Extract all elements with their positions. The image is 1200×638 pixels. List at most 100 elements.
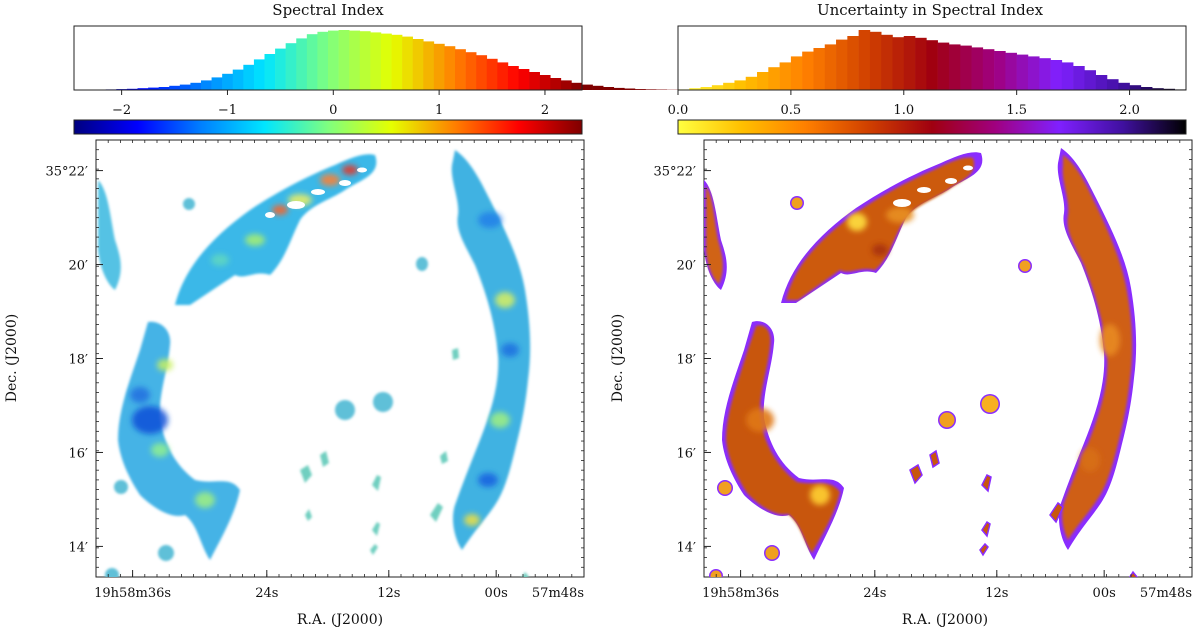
histogram-bar — [529, 72, 540, 90]
histogram-bar — [540, 75, 551, 90]
histogram-bar — [201, 80, 212, 90]
histogram-title: Spectral Index — [272, 1, 384, 19]
histogram-tick-label: 2 — [541, 103, 549, 118]
histogram-bar — [1130, 85, 1142, 90]
histogram-bar — [286, 43, 297, 90]
histogram-bar — [582, 85, 593, 90]
histogram-bar — [265, 54, 276, 90]
histogram-tick-label: 0.0 — [668, 103, 689, 118]
histogram-bar — [317, 32, 328, 90]
histogram-tick-label: 1 — [435, 103, 443, 118]
histogram-bar — [593, 86, 604, 90]
histogram-bar — [994, 51, 1006, 90]
histogram-bar — [712, 85, 724, 90]
map-region-west-arc — [118, 322, 240, 560]
ra-axis-label: R.A. (J2000) — [297, 612, 383, 628]
dec-tick-label: 14′ — [677, 540, 697, 555]
histogram-bar — [508, 66, 519, 90]
histogram-tick-label: −2 — [112, 103, 131, 118]
histogram-bar — [222, 74, 233, 90]
histogram-title: Uncertainty in Spectral Index — [817, 1, 1044, 19]
histogram-bar — [603, 87, 614, 90]
histogram-bar — [444, 46, 455, 90]
histogram-bar — [476, 55, 487, 90]
histogram-bar — [423, 41, 434, 90]
histogram-bar — [836, 40, 848, 90]
histogram-bar — [296, 38, 307, 90]
ra-tick-label: 12s — [377, 586, 400, 601]
uncertainty-map — [704, 148, 1137, 583]
histogram-bar — [635, 89, 646, 90]
histogram-bar — [791, 56, 803, 90]
histogram-bar — [233, 70, 244, 90]
histogram-bar — [870, 32, 882, 90]
histogram-bar — [455, 49, 466, 90]
histogram-bar — [859, 30, 871, 90]
histogram-bar — [392, 35, 403, 90]
histogram-bar — [614, 88, 625, 90]
ra-tick-label: 57m48s — [532, 586, 584, 601]
histogram-tick-label: 0 — [329, 103, 337, 118]
ra-tick-label: 00s — [485, 586, 508, 601]
histogram-bar — [802, 52, 814, 90]
histogram-bar — [212, 77, 223, 90]
ra-tick-label: 19h58m36s — [702, 586, 779, 601]
histogram-bar — [275, 49, 286, 90]
dec-tick-label: 18′ — [69, 353, 89, 368]
histogram-bar — [1028, 56, 1040, 90]
colorbar — [678, 120, 1186, 134]
histogram-bar — [746, 77, 758, 90]
histogram-bar — [1096, 75, 1108, 90]
histogram-bar — [328, 31, 339, 90]
histogram-bar — [1017, 55, 1029, 90]
histogram-bar — [983, 49, 995, 90]
histogram-tick-label: 1.5 — [1006, 103, 1027, 118]
histogram-bar — [757, 72, 769, 90]
histogram-bar — [1073, 66, 1085, 90]
histogram-bar — [972, 47, 984, 90]
histogram-bar — [1062, 62, 1074, 90]
ra-tick-label: 12s — [985, 586, 1008, 601]
ra-tick-label: 57m48s — [1140, 586, 1192, 601]
histogram-bar — [1107, 79, 1119, 90]
histogram-bar — [487, 59, 498, 90]
histogram-tick-label: 2.0 — [1119, 103, 1140, 118]
histogram-bar — [519, 69, 530, 90]
histogram-bar — [339, 30, 350, 90]
colorbar-ticks: −2 −1 0 1 2 — [112, 90, 549, 118]
histogram-bar — [370, 32, 381, 90]
histogram-bar — [169, 86, 180, 90]
uncertainty-histogram — [678, 30, 1186, 90]
colorbar — [74, 120, 582, 134]
histogram-bar — [254, 59, 265, 90]
histogram-tick-label: −1 — [218, 103, 237, 118]
ra-axis-label: R.A. (J2000) — [902, 612, 988, 628]
histogram-bar — [402, 37, 413, 90]
histogram-bar — [881, 35, 893, 90]
histogram-bar — [926, 40, 938, 90]
histogram-bar — [624, 89, 635, 91]
histogram-bar — [360, 31, 371, 90]
dec-tick-label: 16′ — [69, 446, 89, 461]
dec-axis-label: Dec. (J2000) — [4, 314, 20, 402]
histogram-bar — [466, 52, 477, 90]
histogram-bar — [892, 37, 904, 90]
histogram-bar — [434, 44, 445, 90]
histogram-bar — [768, 67, 780, 90]
ra-tick-label: 19h58m36s — [94, 586, 171, 601]
histogram-bar — [960, 46, 972, 90]
histogram-bar — [349, 31, 360, 90]
histogram-bar — [904, 36, 916, 90]
histogram-bar — [847, 36, 859, 90]
histogram-bar — [780, 62, 792, 90]
dec-tick-label: 35°22′ — [653, 165, 696, 180]
histogram-bar — [561, 80, 572, 90]
histogram-bar — [915, 38, 927, 90]
dec-tick-label: 16′ — [677, 446, 697, 461]
histogram-bar — [243, 65, 254, 90]
ra-tick-label: 00s — [1093, 586, 1116, 601]
histogram-bar — [813, 48, 825, 90]
histogram-bar — [307, 34, 318, 90]
